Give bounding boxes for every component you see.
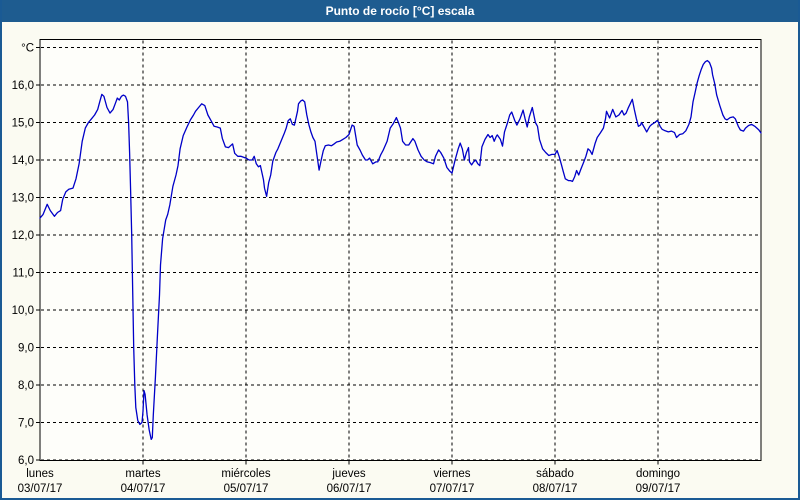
x-day-name: lunes xyxy=(26,468,54,480)
x-day-date: 04/07/17 xyxy=(121,483,166,495)
x-day-date: 05/07/17 xyxy=(224,483,269,495)
x-day-name: jueves xyxy=(331,468,365,480)
y-tick-label: 15,0 xyxy=(12,118,34,130)
y-tick-label: 6,0 xyxy=(18,455,34,467)
y-tick-label: 14,0 xyxy=(12,155,34,167)
chart-title-bar: Punto de rocío [°C] escala xyxy=(2,0,798,22)
x-day-name: martes xyxy=(125,468,160,480)
plot-area-wrapper: 6,0 7,0 8,0 9,0 10,0 11,0 12,0 13,0 14,0 15,0 16,0… xyxy=(2,22,798,498)
y-tick-label: 13,0 xyxy=(12,193,34,205)
plot-frame xyxy=(39,39,762,461)
y-tick-label: 11,0 xyxy=(12,268,34,280)
x-day-name: miércoles xyxy=(221,468,270,480)
chart-canvas: 6,0 7,0 8,0 9,0 10,0 11,0 12,0 13,0 14,0 15,0 16,0… xyxy=(12,39,762,495)
y-tick-label: 10,0 xyxy=(12,305,34,317)
y-tick-label: 16,0 xyxy=(12,80,34,92)
y-tick-label: 12,0 xyxy=(12,230,34,242)
chart-title: Punto de rocío [°C] escala xyxy=(325,4,475,18)
x-day-date: 08/07/17 xyxy=(533,483,578,495)
y-tick-label: 8,0 xyxy=(18,380,34,392)
x-day-date: 03/07/17 xyxy=(18,483,63,495)
x-day-name: viernes xyxy=(433,468,470,480)
x-day-date: 06/07/17 xyxy=(327,483,372,495)
x-day-date: 09/07/17 xyxy=(636,483,681,495)
y-tick-label: 9,0 xyxy=(18,343,34,355)
dewpoint-series-line xyxy=(39,59,762,441)
y-tick-label: 7,0 xyxy=(18,418,34,430)
x-day-date: 07/07/17 xyxy=(430,483,475,495)
y-tick-label: °C xyxy=(21,43,34,55)
x-day-name: sábado xyxy=(536,468,574,480)
x-day-name: domingo xyxy=(636,468,680,480)
